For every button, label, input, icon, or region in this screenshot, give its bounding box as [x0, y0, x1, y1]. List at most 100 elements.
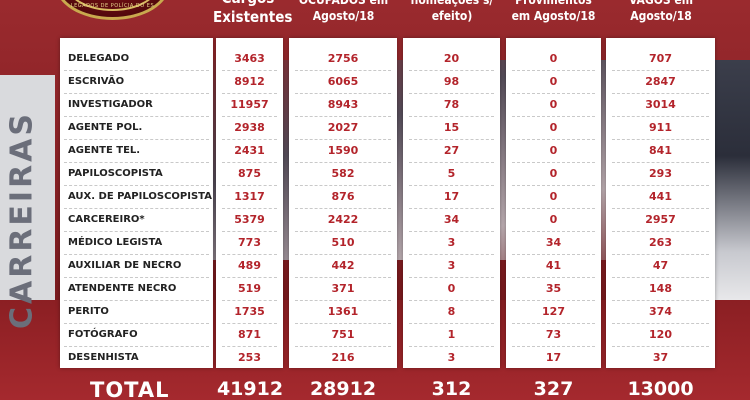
row-separator	[409, 231, 494, 232]
total-nomeacoes: 312	[431, 378, 472, 400]
row-label: DELEGADO	[68, 53, 130, 64]
cell-vagos: 263	[649, 236, 672, 249]
row-separator	[512, 254, 595, 255]
row-label: AUX. DE PAPILOSCOPISTA	[68, 191, 212, 202]
header-vagos-line1: VAGOS em	[628, 0, 694, 7]
cell-ocupados: 1361	[327, 305, 359, 318]
cell-provimentos: 0	[549, 121, 558, 134]
row-separator	[612, 346, 709, 347]
row-separator	[295, 93, 391, 94]
row-separator	[295, 208, 391, 209]
cell-ocupados: 6065	[327, 75, 359, 88]
cell-nomeacoes: 3	[447, 236, 456, 249]
row-separator	[512, 300, 595, 301]
row-separator	[64, 346, 209, 347]
row-separator	[512, 139, 595, 140]
row-separator	[612, 93, 709, 94]
cell-cargos: 489	[238, 259, 261, 272]
row-separator	[612, 162, 709, 163]
row-separator	[222, 346, 277, 347]
row-separator	[409, 93, 494, 94]
cell-provimentos: 0	[549, 190, 558, 203]
row-separator	[295, 300, 391, 301]
cell-cargos: 2431	[234, 144, 265, 157]
cell-vagos: 120	[649, 328, 672, 341]
row-separator	[222, 231, 277, 232]
cell-ocupados: 216	[331, 351, 355, 364]
row-separator	[64, 162, 209, 163]
row-label: DESENHISTA	[68, 352, 139, 363]
row-separator	[222, 116, 277, 117]
row-separator	[222, 70, 277, 71]
row-separator	[612, 208, 709, 209]
cell-ocupados: 510	[331, 236, 355, 249]
row-separator	[295, 162, 391, 163]
row-label: AGENTE TEL.	[68, 145, 141, 156]
header-provimentos-line2: em Agosto/18	[511, 9, 596, 23]
cell-cargos: 519	[238, 282, 261, 295]
row-separator	[409, 346, 494, 347]
cell-cargos: 2938	[234, 121, 265, 134]
cell-ocupados: 1590	[327, 144, 359, 157]
cell-cargos: 1317	[234, 190, 265, 203]
header-nomeacoes-line1: nomeações s/	[410, 0, 494, 7]
row-separator	[409, 139, 494, 140]
cell-ocupados: 876	[331, 190, 355, 203]
row-separator	[612, 231, 709, 232]
row-separator	[64, 300, 209, 301]
header-cargos-line2: Existentes	[213, 8, 293, 26]
row-separator	[222, 208, 277, 209]
row-separator	[222, 300, 277, 301]
total-label: TOTAL	[90, 378, 170, 400]
row-label: CARCEREIRO*	[68, 214, 145, 225]
row-separator	[64, 208, 209, 209]
cell-vagos: 2847	[645, 75, 676, 88]
cell-nomeacoes: 3	[447, 259, 456, 272]
cell-provimentos: 0	[549, 52, 558, 65]
cell-vagos: 37	[652, 351, 669, 364]
row-separator	[612, 277, 709, 278]
total-provimentos: 327	[533, 378, 574, 400]
cell-vagos: 3014	[645, 98, 676, 111]
row-separator	[295, 254, 391, 255]
cell-provimentos: 0	[549, 167, 558, 180]
cell-nomeacoes: 34	[443, 213, 460, 226]
cell-cargos: 8912	[234, 75, 265, 88]
header-cargos: Cargos Existentes	[213, 0, 293, 27]
cell-nomeacoes: 3	[447, 351, 456, 364]
total-vagos: 13000	[627, 378, 694, 400]
cell-ocupados: 582	[331, 167, 355, 180]
row-separator	[222, 323, 277, 324]
background-right-band	[715, 60, 750, 300]
header-provimentos-line1: Provimentos	[515, 0, 592, 7]
row-separator	[512, 208, 595, 209]
row-separator	[295, 231, 391, 232]
cell-cargos: 875	[238, 167, 261, 180]
cell-cargos: 773	[238, 236, 261, 249]
row-separator	[612, 70, 709, 71]
cell-nomeacoes: 17	[443, 190, 460, 203]
cell-ocupados: 751	[331, 328, 355, 341]
header-nomeacoes-line2: efeito)	[431, 9, 473, 23]
row-separator	[64, 277, 209, 278]
row-separator	[409, 277, 494, 278]
row-separator	[295, 70, 391, 71]
cell-provimentos: 35	[545, 282, 562, 295]
cell-nomeacoes: 8	[447, 305, 456, 318]
row-separator	[612, 185, 709, 186]
side-label-carreiras: CARREIRAS	[4, 110, 40, 330]
cell-vagos: 707	[649, 52, 672, 65]
row-separator	[222, 185, 277, 186]
cell-ocupados: 442	[331, 259, 355, 272]
cell-cargos: 1735	[234, 305, 265, 318]
row-separator	[512, 346, 595, 347]
row-separator	[409, 185, 494, 186]
cell-provimentos: 73	[545, 328, 562, 341]
row-separator	[512, 277, 595, 278]
cell-nomeacoes: 5	[447, 167, 456, 180]
cell-vagos: 148	[649, 282, 672, 295]
cell-nomeacoes: 0	[447, 282, 456, 295]
row-separator	[295, 277, 391, 278]
cell-provimentos: 127	[542, 305, 565, 318]
row-label: FOTÓGRAFO	[68, 329, 138, 340]
